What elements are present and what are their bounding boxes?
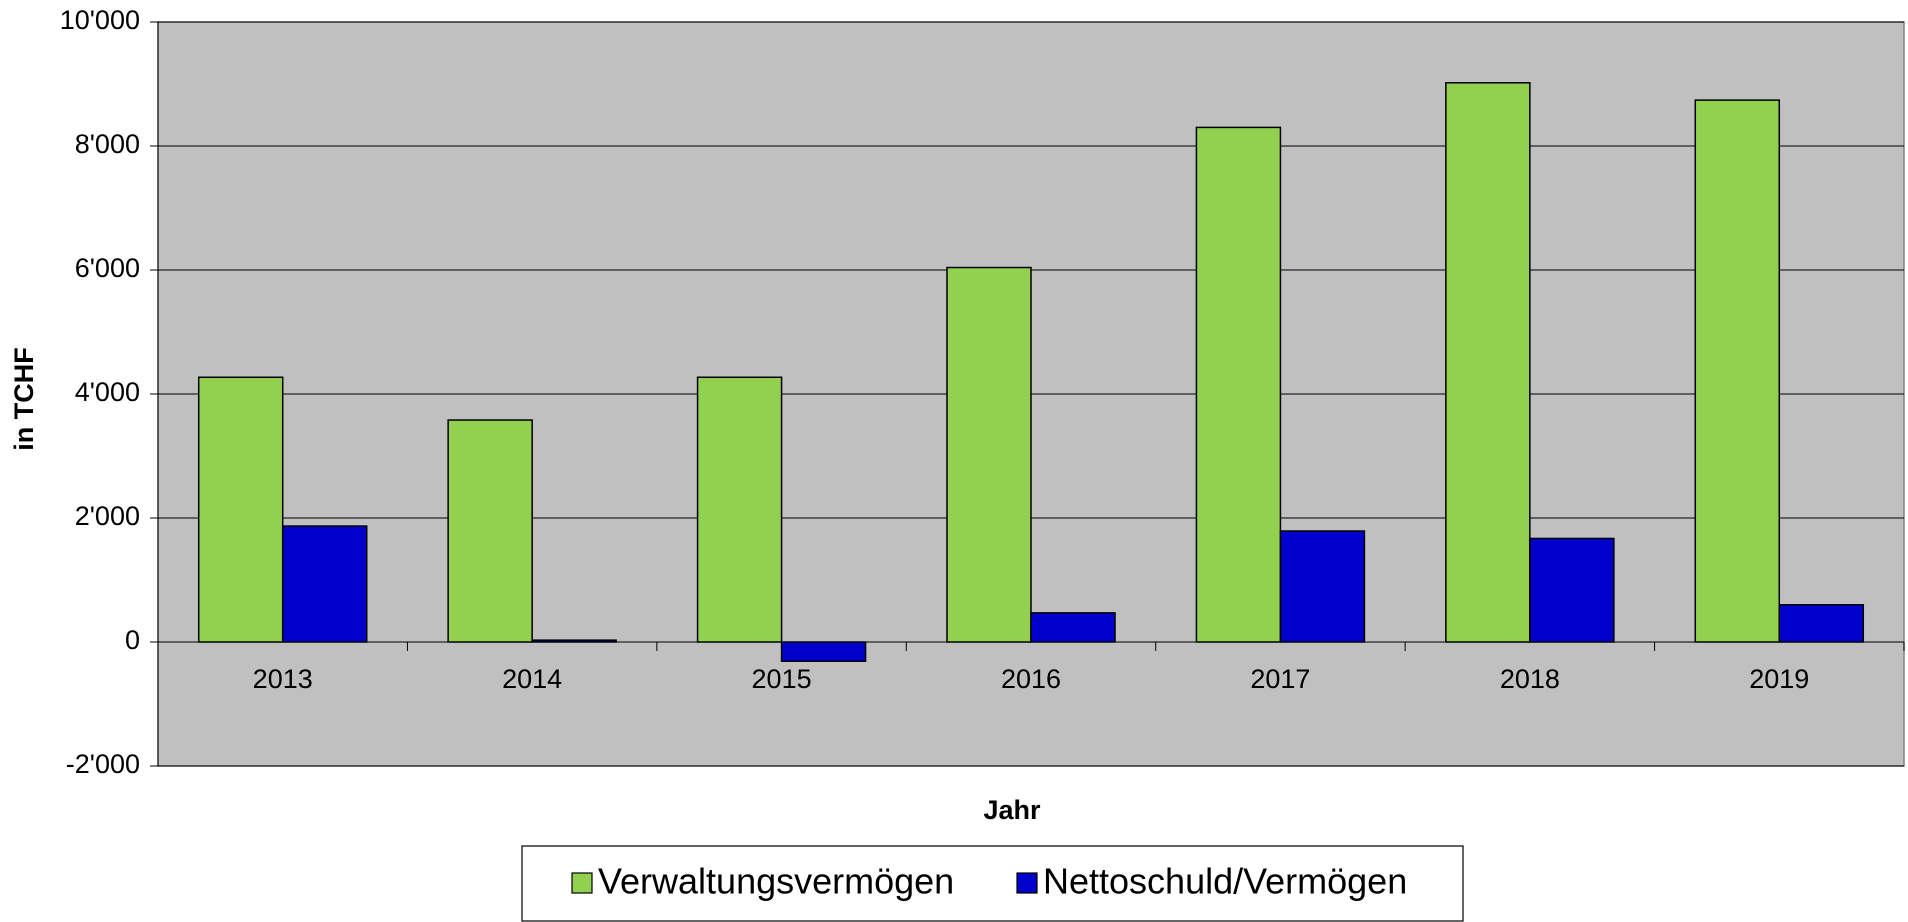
legend-swatch (1016, 872, 1038, 894)
bar (1694, 99, 1781, 643)
y-axis-title: in TCHF (9, 347, 39, 450)
bar (1030, 612, 1116, 643)
x-tick-label: 2013 (253, 664, 313, 694)
legend (521, 845, 1464, 922)
x-axis-title: Jahr (983, 795, 1041, 825)
bar (281, 525, 368, 643)
y-tick-label: 10'000 (60, 5, 140, 35)
x-tick-label: 2017 (1250, 664, 1310, 694)
x-tick-label: 2019 (1749, 664, 1809, 694)
legend-label: Verwaltungsvermögen (598, 861, 954, 902)
legend-label: Nettoschuld/Vermögen (1043, 861, 1407, 902)
bar (1279, 530, 1366, 643)
bar (780, 641, 867, 662)
x-tick-label: 2015 (752, 664, 812, 694)
bar (1778, 604, 1865, 643)
y-tick-label: 6'000 (75, 253, 140, 283)
bar (1195, 126, 1282, 643)
bar (1445, 82, 1531, 643)
y-tick-label: 8'000 (75, 129, 140, 159)
bar (447, 419, 533, 643)
y-tick-label: 0 (125, 625, 140, 655)
y-tick-label: 2'000 (75, 501, 140, 531)
bar (696, 376, 783, 643)
x-tick-label: 2014 (502, 664, 562, 694)
y-tick-label: -2'000 (66, 749, 140, 779)
bar (197, 376, 284, 643)
bar (1529, 537, 1615, 643)
x-tick-label: 2018 (1500, 664, 1560, 694)
legend-swatch (571, 872, 593, 894)
x-tick-label: 2016 (1001, 664, 1061, 694)
y-tick-label: 4'000 (75, 377, 140, 407)
bar (946, 266, 1032, 643)
